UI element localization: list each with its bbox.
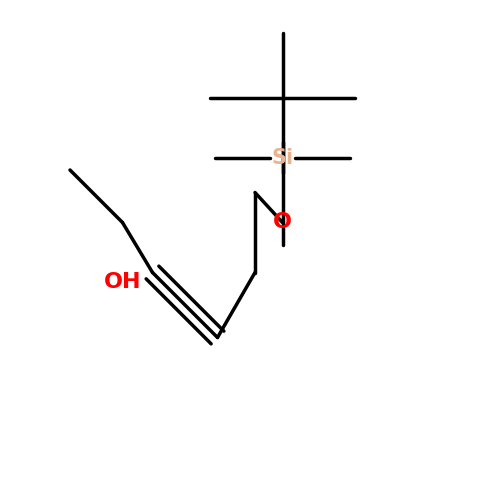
Text: Si: Si <box>272 148 293 168</box>
Text: O: O <box>273 212 292 233</box>
Text: OH: OH <box>104 272 142 292</box>
